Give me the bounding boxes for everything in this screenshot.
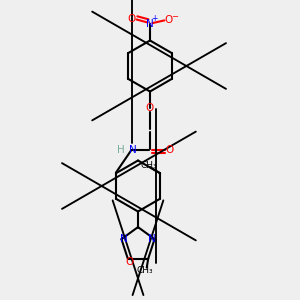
Text: −: − <box>171 12 178 21</box>
Text: CH₃: CH₃ <box>140 161 157 170</box>
Text: O: O <box>146 103 154 113</box>
Text: N: N <box>120 234 128 244</box>
Text: CH₃: CH₃ <box>137 266 154 275</box>
Text: O: O <box>128 14 136 25</box>
Text: O: O <box>165 15 173 26</box>
Text: H: H <box>117 145 125 155</box>
Text: O: O <box>125 256 134 267</box>
Text: N: N <box>129 145 137 155</box>
Text: N: N <box>148 234 156 244</box>
Text: +: + <box>151 14 157 23</box>
Text: O: O <box>165 145 174 155</box>
Text: N: N <box>146 19 154 29</box>
